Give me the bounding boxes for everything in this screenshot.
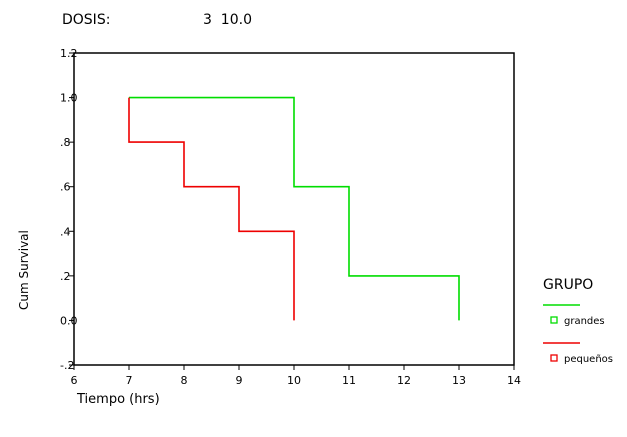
x-tick-label: 6 [71, 374, 78, 387]
x-tick-label: 7 [126, 374, 133, 387]
y-tick-label: 0.0 [60, 314, 78, 327]
x-tick-label: 12 [397, 374, 411, 387]
legend: GRUPO grandes pequeños [543, 277, 613, 365]
y-tick-label: .8 [60, 136, 71, 149]
series-line-pequenos [128, 97, 295, 321]
x-tick-label: 14 [507, 374, 521, 387]
x-tick-label: 13 [452, 374, 466, 387]
x-axis: 6 7 8 9 10 11 12 13 14 [71, 365, 521, 387]
x-tick-label: 10 [287, 374, 301, 387]
y-tick-label: 1.2 [60, 47, 78, 60]
plot-area [128, 96, 460, 321]
x-tick-label: 9 [236, 374, 243, 387]
legend-title: GRUPO [543, 277, 593, 293]
series-line-grandes [129, 96, 460, 321]
x-tick-label: 8 [181, 374, 188, 387]
y-tick-label: .4 [60, 225, 71, 238]
y-tick-label: .2 [60, 270, 71, 283]
legend-label-pequenos: pequeños [564, 354, 613, 365]
y-tick-label: -.2 [60, 359, 74, 372]
y-tick-label: 1.0 [60, 92, 78, 105]
y-tick-label: .6 [60, 181, 71, 194]
y-axis-label: Cum Survival [17, 230, 31, 310]
y-axis: 1.2 1.0 .8 .6 .4 .2 0.0 -.2 [60, 47, 78, 372]
dosis-value: 3 10.0 [203, 12, 252, 28]
legend-marker-grandes [550, 316, 558, 324]
x-tick-label: 11 [342, 374, 356, 387]
legend-label-grandes: grandes [564, 316, 605, 327]
legend-marker-pequenos [550, 354, 558, 362]
x-axis-label: Tiempo (hrs) [76, 392, 160, 407]
dosis-label: DOSIS: [62, 12, 110, 28]
